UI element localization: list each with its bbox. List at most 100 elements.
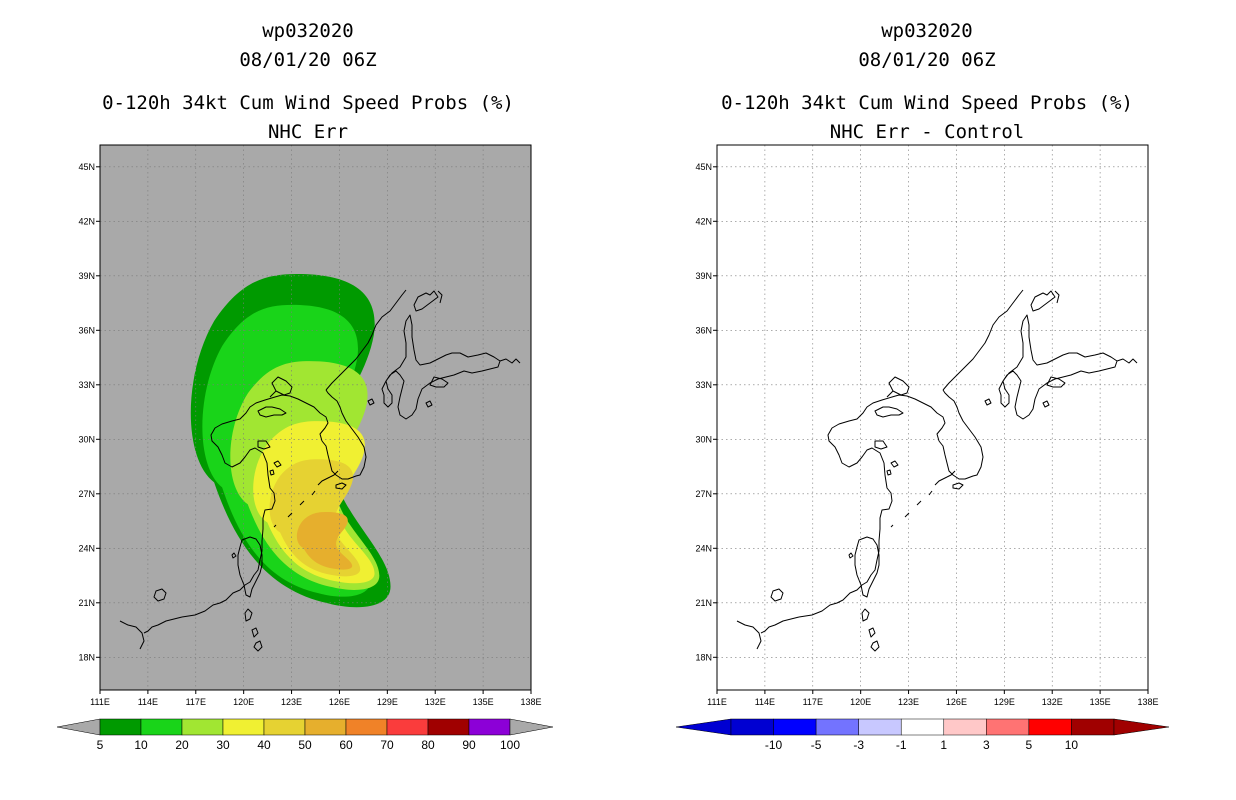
colorbar-label: 40 bbox=[257, 738, 271, 752]
probability-contours bbox=[190, 273, 391, 608]
lon-tick-label: 126E bbox=[946, 697, 967, 707]
lat-tick-label: 21N bbox=[78, 598, 95, 608]
colorbar-label: 20 bbox=[175, 738, 189, 752]
colorbar-label: 5 bbox=[1026, 738, 1033, 752]
contour-level-50 bbox=[296, 511, 353, 570]
colorbar-swatch bbox=[986, 718, 1030, 736]
lon-tick-label: 117E bbox=[186, 697, 206, 707]
lon-tick-label: 138E bbox=[1137, 697, 1158, 707]
colorbar-label: -5 bbox=[811, 738, 822, 752]
lat-tick-label: 45N bbox=[78, 162, 95, 172]
colorbar-label: -1 bbox=[896, 738, 907, 752]
lon-tick-label: 129E bbox=[994, 697, 1015, 707]
lat-tick-label: 30N bbox=[78, 434, 95, 444]
lat-tick-label: 33N bbox=[78, 380, 95, 390]
lon-tick-label: 132E bbox=[1042, 697, 1063, 707]
lon-tick-label: 120E bbox=[850, 697, 871, 707]
lat-tick-label: 36N bbox=[695, 325, 712, 335]
colorbar-swatch bbox=[900, 718, 945, 736]
colorbar-low-arrow bbox=[56, 718, 101, 736]
lat-tick-label: 42N bbox=[695, 216, 712, 226]
left-map-frame bbox=[99, 144, 532, 691]
left-grid-lines bbox=[100, 145, 531, 690]
right-lon-ticks: 111E 114E 117E 120E 123E 126E 129E 132E 135E 138E bbox=[707, 690, 1159, 707]
colorbar-label: 80 bbox=[421, 738, 435, 752]
left-colorbar: 5 10 20 30 40 50 60 70 80 90 100 bbox=[56, 718, 554, 752]
colorbar-swatch bbox=[263, 718, 306, 736]
lon-tick-label: 123E bbox=[898, 697, 919, 707]
lat-tick-label: 33N bbox=[695, 380, 712, 390]
colorbar-label: 100 bbox=[500, 738, 520, 752]
lat-tick-label: 27N bbox=[78, 489, 95, 499]
colorbar-swatch bbox=[730, 718, 774, 736]
colorbar-label: 10 bbox=[134, 738, 148, 752]
colorbar-swatch bbox=[222, 718, 265, 736]
colorbar-swatch bbox=[1028, 718, 1072, 736]
colorbar-swatch bbox=[427, 718, 470, 736]
right-map-background bbox=[717, 145, 1148, 690]
colorbar-swatch bbox=[386, 718, 429, 736]
lon-tick-label: 129E bbox=[377, 697, 398, 707]
lon-tick-label: 114E bbox=[138, 697, 158, 707]
colorbar-swatch bbox=[858, 718, 902, 736]
right-grid-lines bbox=[717, 145, 1148, 690]
lat-tick-label: 39N bbox=[695, 271, 712, 281]
right-title-datetime: 08/01/20 06Z bbox=[858, 49, 995, 71]
colorbar-swatch bbox=[181, 718, 224, 736]
lat-tick-label: 45N bbox=[695, 162, 712, 172]
colorbar-label: -10 bbox=[765, 738, 783, 752]
left-title-datetime: 08/01/20 06Z bbox=[239, 49, 376, 71]
colorbar-high-arrow bbox=[1113, 718, 1170, 736]
lon-tick-label: 114E bbox=[755, 697, 775, 707]
lat-tick-label: 27N bbox=[695, 489, 712, 499]
colorbar-high-arrow bbox=[509, 718, 554, 736]
left-title-subtitle: NHC Err bbox=[268, 121, 348, 143]
left-title-storm-id: wp032020 bbox=[262, 20, 354, 42]
lat-tick-label: 36N bbox=[78, 325, 95, 335]
lat-tick-label: 18N bbox=[695, 652, 712, 662]
right-map-frame bbox=[716, 144, 1149, 691]
colorbar-label: 1 bbox=[940, 738, 947, 752]
right-lat-ticks: 45N 42N 39N 36N 33N 30N 27N 24N 21N 18N bbox=[695, 162, 717, 662]
colorbar-swatch bbox=[140, 718, 183, 736]
colorbar-swatch bbox=[815, 718, 859, 736]
lat-tick-label: 42N bbox=[78, 216, 95, 226]
right-title-product: 0-120h 34kt Cum Wind Speed Probs (%) bbox=[721, 92, 1133, 114]
colorbar-label: 3 bbox=[983, 738, 990, 752]
lon-tick-label: 132E bbox=[425, 697, 446, 707]
right-title-subtitle: NHC Err - Control bbox=[830, 121, 1024, 143]
colorbar-label: 30 bbox=[216, 738, 230, 752]
lon-tick-label: 138E bbox=[520, 697, 541, 707]
colorbar-label: 60 bbox=[339, 738, 353, 752]
left-map bbox=[100, 145, 531, 690]
colorbar-swatch bbox=[1071, 718, 1115, 736]
lon-tick-label: 135E bbox=[1090, 697, 1111, 707]
lon-tick-label: 135E bbox=[473, 697, 494, 707]
colorbar-low-arrow bbox=[675, 718, 732, 736]
colorbar-swatch bbox=[345, 718, 388, 736]
colorbar-label: -3 bbox=[853, 738, 864, 752]
lon-tick-label: 117E bbox=[803, 697, 823, 707]
left-lat-ticks: 45N 42N 39N 36N 33N 30N 27N 24N 21N 18N bbox=[78, 162, 100, 662]
colorbar-label: 5 bbox=[97, 738, 104, 752]
lat-tick-label: 24N bbox=[695, 543, 712, 553]
lat-tick-label: 21N bbox=[695, 598, 712, 608]
lon-tick-label: 126E bbox=[329, 697, 350, 707]
lat-tick-label: 24N bbox=[78, 543, 95, 553]
colorbar-swatch bbox=[773, 718, 817, 736]
colorbar-label: 90 bbox=[462, 738, 476, 752]
lon-tick-label: 111E bbox=[707, 697, 727, 707]
colorbar-label: 50 bbox=[298, 738, 312, 752]
lat-tick-label: 18N bbox=[78, 652, 95, 662]
right-map bbox=[717, 145, 1148, 690]
left-title-product: 0-120h 34kt Cum Wind Speed Probs (%) bbox=[102, 92, 514, 114]
right-colorbar: -10 -5 -3 -1 1 3 5 10 bbox=[675, 718, 1170, 752]
left-lon-ticks: 111E 114E 117E 120E 123E 126E 129E 132E 135E 138E bbox=[90, 690, 542, 707]
lon-tick-label: 111E bbox=[90, 697, 110, 707]
lon-tick-label: 123E bbox=[281, 697, 302, 707]
lat-tick-label: 39N bbox=[78, 271, 95, 281]
colorbar-swatch bbox=[304, 718, 347, 736]
left-panel: wp032020 08/01/20 06Z 0-120h 34kt Cum Wi… bbox=[56, 20, 554, 752]
colorbar-swatch bbox=[468, 718, 511, 736]
